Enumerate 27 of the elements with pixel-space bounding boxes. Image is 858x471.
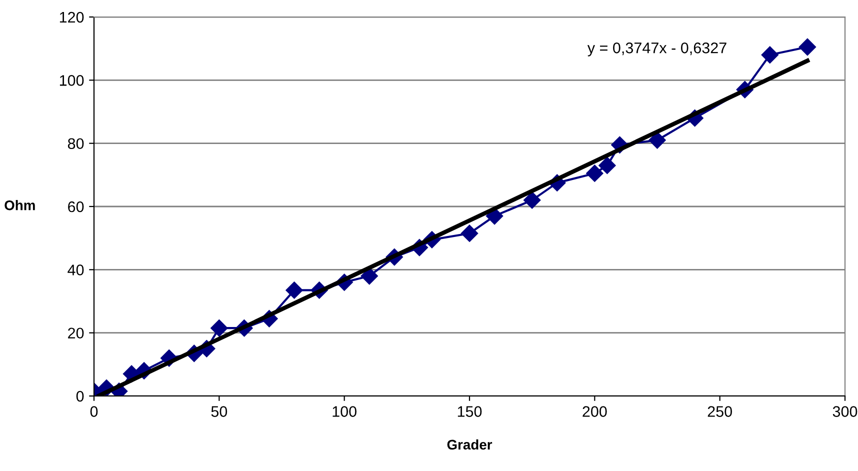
point <box>598 156 616 174</box>
y-tick-label: 80 <box>68 138 84 150</box>
x-tick-label: 150 <box>458 406 482 417</box>
point <box>286 282 303 299</box>
point <box>586 164 604 182</box>
x-tick-label: 50 <box>211 406 228 417</box>
point <box>798 38 816 56</box>
y-tick-label: 40 <box>68 264 84 276</box>
annotation: y = 0,3747x - 0,6327 <box>587 42 726 56</box>
x-tick-label: 300 <box>832 406 858 417</box>
y-tick-label: 100 <box>60 75 84 86</box>
x-tick-label: 0 <box>90 406 98 417</box>
point <box>460 224 478 242</box>
y-axis-title: Ohm <box>4 200 35 210</box>
x-tick-label: 250 <box>708 406 732 417</box>
x-tick-label: 200 <box>582 406 607 417</box>
point <box>524 192 541 209</box>
point <box>761 46 778 64</box>
x-tick-label: 100 <box>332 406 356 417</box>
point <box>648 132 666 149</box>
point <box>360 267 378 285</box>
y-tick-label: 20 <box>68 328 84 339</box>
y-tick-label: 0 <box>76 390 84 402</box>
y-tick-label: 120 <box>60 12 84 23</box>
x-axis-title: Grader <box>447 439 492 450</box>
y-tick-label: 60 <box>68 201 84 212</box>
point <box>210 320 228 337</box>
